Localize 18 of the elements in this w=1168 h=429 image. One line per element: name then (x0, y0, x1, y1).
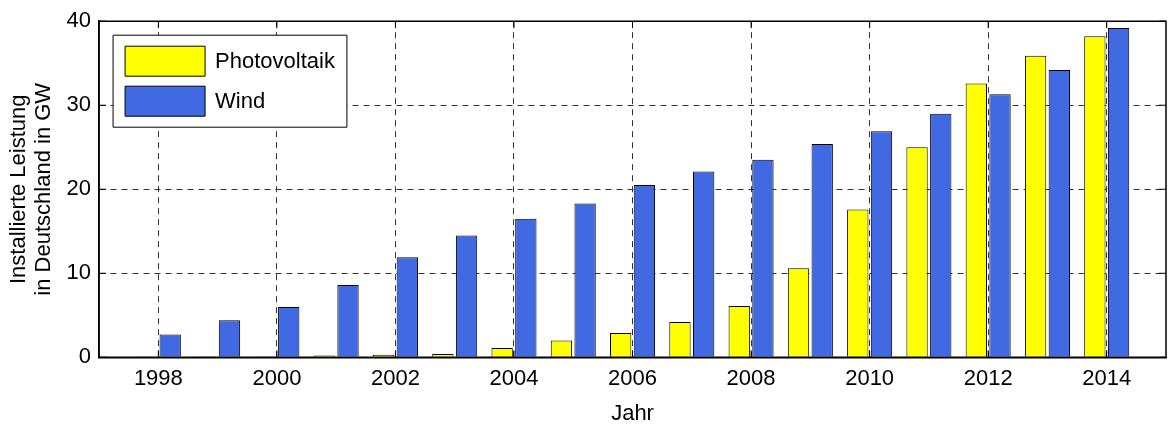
x-tick-label: 2000 (252, 364, 302, 390)
y-tick-label: 30 (66, 91, 92, 117)
y-tick-label: 0 (78, 343, 92, 369)
x-axis-title: Jahr (611, 400, 654, 426)
y-axis-title: Installierte Leistung in Deutschland in GW (4, 82, 56, 296)
x-tick-label: 2002 (370, 364, 420, 390)
legend-label: Wind (215, 88, 266, 114)
x-tick-label: 2012 (963, 364, 1013, 390)
y-tick-label: 40 (66, 7, 92, 33)
legend-label: Photovoltaik (215, 48, 336, 74)
x-tick-label: 2006 (608, 364, 658, 390)
x-tick-label: 2010 (845, 364, 895, 390)
x-tick-label: 2004 (489, 364, 539, 390)
y-tick-label: 10 (66, 259, 92, 285)
x-tick-label: 2014 (1082, 364, 1132, 390)
x-tick-label: 1998 (133, 364, 183, 390)
y-tick-label: 20 (66, 175, 92, 201)
x-tick-label: 2008 (726, 364, 776, 390)
